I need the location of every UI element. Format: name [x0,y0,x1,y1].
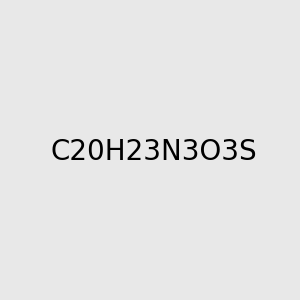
Text: C20H23N3O3S: C20H23N3O3S [50,137,257,166]
